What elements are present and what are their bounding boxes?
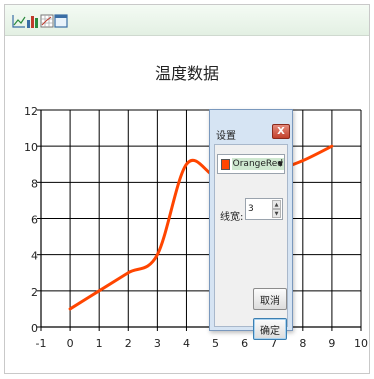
y-tick-label: 12 (24, 105, 38, 118)
line-width-input[interactable] (247, 200, 273, 218)
x-tick-label: 2 (125, 337, 132, 350)
color-select[interactable]: OrangeRed ▼ (217, 154, 285, 174)
x-tick-label: 0 (67, 337, 74, 350)
line-chart-icon[interactable] (11, 13, 27, 29)
x-tick-label: 4 (183, 337, 190, 350)
settings-dialog: 设置 X OrangeRed ▼ 线宽: ▲ ▼ 取消 确定 (209, 109, 293, 340)
bar-chart-icon[interactable] (25, 13, 41, 29)
color-select-value: OrangeRed (231, 158, 284, 170)
x-tick-label: 9 (328, 337, 335, 350)
dropdown-arrow-icon[interactable]: ▼ (277, 160, 283, 168)
settings-window-icon[interactable] (53, 13, 69, 29)
line-width-label: 线宽: (220, 212, 244, 223)
x-tick-label: -1 (36, 337, 47, 350)
cancel-button[interactable]: 取消 (253, 288, 287, 310)
y-tick-label: 10 (24, 141, 38, 154)
x-tick-label: 8 (299, 337, 306, 350)
y-tick-label: 8 (31, 177, 38, 190)
spin-up-icon[interactable]: ▲ (272, 200, 281, 209)
close-button[interactable]: X (272, 124, 290, 139)
x-tick-label: 10 (354, 337, 368, 350)
y-tick-label: 6 (31, 214, 38, 227)
color-swatch (221, 158, 230, 170)
chart-title: 温度数据 (154, 64, 219, 83)
y-tick-label: 2 (31, 286, 38, 299)
y-tick-label: 0 (31, 322, 38, 335)
dialog-body: OrangeRed ▼ 线宽: ▲ ▼ 取消 确定 (214, 144, 288, 340)
dialog-title: 设置 (216, 131, 236, 142)
y-tick-label: 4 (31, 250, 38, 263)
x-tick-label: 5 (212, 337, 219, 350)
x-tick-label: 3 (154, 337, 161, 350)
chart-window (4, 4, 370, 374)
ok-button[interactable]: 确定 (253, 318, 287, 340)
toolbar (5, 5, 369, 36)
spin-down-icon[interactable]: ▼ (272, 209, 281, 218)
x-tick-label: 1 (96, 337, 103, 350)
x-tick-label: 6 (241, 337, 248, 350)
line-width-stepper[interactable]: ▲ ▼ (245, 198, 283, 220)
x-tick-label: 7 (270, 337, 277, 350)
grid-chart-icon[interactable] (39, 13, 55, 29)
